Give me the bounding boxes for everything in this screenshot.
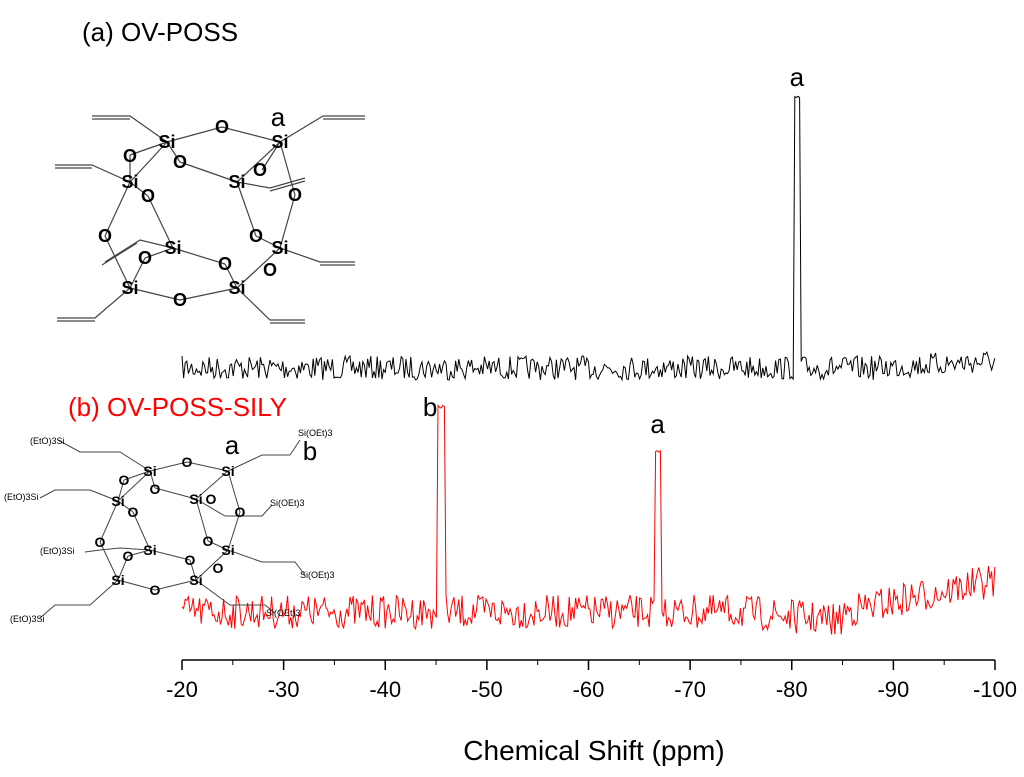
spectrum-ov-poss-sily: b a (b) OV-POSS-SILY — [68, 392, 996, 635]
substituent-label: Si(OEt)3 — [270, 498, 305, 508]
spectrum-trace-ov-poss-sily — [181, 404, 996, 635]
oxygen-atom: O — [173, 290, 187, 310]
silicon-atom: Si — [158, 132, 175, 152]
silicon-atom: Si — [143, 463, 156, 479]
oxygen-atom: O — [253, 160, 267, 180]
x-axis: -20 -30 -40 -50 -60 -70 -80 -90 -100 Chemical Sh… — [166, 659, 1017, 766]
series-title-ov-poss: (a) OV-POSS — [82, 17, 238, 47]
silicon-atom: Si — [271, 238, 288, 258]
oxygen-atom: O — [235, 504, 246, 520]
silicon-atom: Si — [221, 463, 234, 479]
series-title-ov-poss-sily: (b) OV-POSS-SILY — [68, 392, 287, 422]
oxygen-atom: O — [98, 226, 112, 246]
x-tick-label: -70 — [674, 677, 706, 702]
substituent-label: Si(OEt)3 — [266, 608, 301, 618]
x-tick-label: -30 — [268, 677, 300, 702]
silicon-atom: Si — [111, 572, 124, 588]
silicon-atom: Si — [228, 278, 245, 298]
structure-a-site-label-a: a — [271, 102, 286, 132]
silicon-atom: Si — [121, 278, 138, 298]
substituent-label: (EtO)3Si — [10, 614, 45, 624]
substituent-label: (EtO)3Si — [40, 546, 75, 556]
x-tick-label: -40 — [369, 677, 401, 702]
oxygen-atom: O — [213, 560, 224, 576]
silicon-atom: Si — [121, 172, 138, 192]
oxygen-atom: O — [215, 117, 229, 137]
x-tick-label: -90 — [877, 677, 909, 702]
silicon-atom: Si — [143, 542, 156, 558]
oxygen-atom: O — [128, 504, 139, 520]
substituent-label: Si(OEt)3 — [300, 570, 335, 580]
peak-label-a-ov-poss: a — [790, 62, 805, 92]
oxygen-atom: O — [288, 185, 302, 205]
silicon-atom: Si — [221, 542, 234, 558]
silicon-atom: Si — [164, 238, 181, 258]
structure-ov-poss — [55, 115, 365, 324]
oxygen-atom: O — [185, 552, 196, 568]
spectrum-ov-poss: a (a) OV-POSS — [82, 17, 996, 382]
structure-ov-poss-sily — [39, 439, 306, 619]
structure-b-site-label-a: a — [225, 430, 240, 460]
oxygen-atom: O — [123, 548, 134, 564]
oxygen-atom: O — [173, 152, 187, 172]
oxygen-atom: O — [95, 534, 106, 550]
substituent-label: (EtO)3Si — [30, 436, 65, 446]
x-axis-title: Chemical Shift (ppm) — [463, 735, 724, 766]
spectrum-trace-ov-poss — [181, 95, 996, 382]
substituent-label: Si(OEt)3 — [298, 428, 333, 438]
oxygen-atom: O — [138, 248, 152, 268]
oxygen-atom: O — [123, 146, 137, 166]
oxygen-atom: O — [203, 533, 214, 549]
peak-label-b-ov-poss-sily: b — [423, 392, 437, 422]
oxygen-atom: O — [218, 254, 232, 274]
structure-ov-poss-sily-substituents: (EtO)3Si (EtO)3Si (EtO)3Si (EtO)3Si Si(OEt)3… — [4, 428, 335, 624]
oxygen-atom: O — [263, 260, 277, 280]
oxygen-atom: O — [206, 491, 217, 507]
x-tick-label: -80 — [776, 677, 808, 702]
silicon-atom: Si — [189, 491, 202, 507]
x-tick-label: -60 — [573, 677, 605, 702]
silicon-atom: Si — [271, 132, 288, 152]
x-tick-label: -100 — [973, 677, 1017, 702]
oxygen-atom: O — [182, 454, 193, 470]
oxygen-atom: O — [119, 472, 130, 488]
substituent-label: (EtO)3Si — [4, 492, 39, 502]
oxygen-atom: O — [249, 226, 263, 246]
silicon-atom: Si — [111, 493, 124, 509]
peak-label-a-ov-poss-sily: a — [650, 409, 665, 439]
oxygen-atom: O — [150, 582, 161, 598]
structure-b-site-label-b: b — [303, 436, 317, 466]
silicon-atom: Si — [189, 572, 202, 588]
silicon-atom: Si — [228, 172, 245, 192]
oxygen-atom: O — [150, 481, 161, 497]
x-tick-label: -50 — [471, 677, 503, 702]
x-tick-label: -20 — [166, 677, 198, 702]
oxygen-atom: O — [141, 186, 155, 206]
